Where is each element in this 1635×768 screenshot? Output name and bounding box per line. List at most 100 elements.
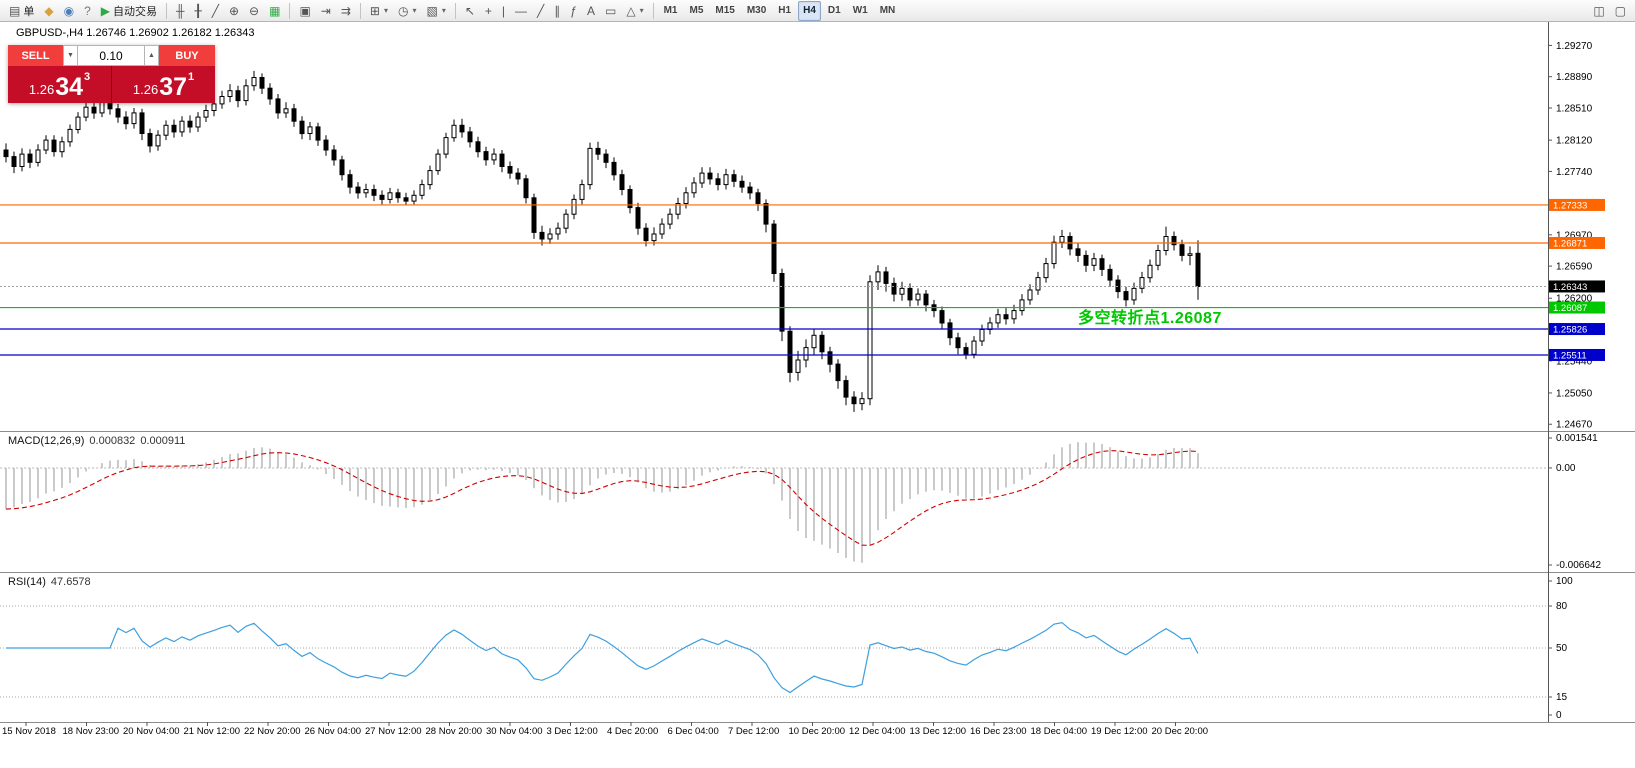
cursor-tool[interactable]: ↖ [461, 1, 479, 21]
candlestick-chart-button[interactable]: ╂ [191, 1, 206, 21]
chart-shift-icon: ⇥ [320, 3, 331, 18]
macd-histogram [5, 442, 1199, 563]
svg-text:3 Dec 12:00: 3 Dec 12:00 [547, 726, 598, 737]
timeframe-mn-button[interactable]: MN [879, 5, 896, 16]
timeframe-h1-button[interactable]: H1 [778, 5, 792, 16]
svg-text:18 Nov 23:00: 18 Nov 23:00 [63, 726, 120, 737]
dock-window-button[interactable]: ◫ [1589, 1, 1608, 21]
svg-text:1.26343: 1.26343 [1553, 282, 1587, 293]
horizontal-line-tool[interactable]: — [511, 1, 531, 21]
periods-button[interactable]: ◷ ▾ [394, 1, 421, 21]
indicators-icon: ▧ [426, 3, 438, 18]
trade-panel-prices: 1.26 34 3 1.26 37 1 [8, 66, 215, 103]
indicators-button[interactable]: ▧ ▾ [422, 1, 449, 21]
help-button[interactable]: ? [80, 1, 95, 21]
restore-window-button[interactable]: ▢ [1611, 1, 1630, 21]
volume-increase-button[interactable]: ▲ [144, 45, 159, 66]
svg-text:19 Dec 12:00: 19 Dec 12:00 [1091, 726, 1148, 737]
price-tag-1.27333: 1.27333 [1549, 198, 1605, 211]
caret-up-icon: ▲ [148, 52, 155, 59]
svg-text:1.25511: 1.25511 [1553, 350, 1587, 361]
zoom-out-button[interactable]: ⊖ [245, 1, 263, 21]
svg-text:0.00: 0.00 [1556, 463, 1576, 474]
timeframe-m15-button[interactable]: M15 [715, 5, 735, 16]
timeframe-w1-button[interactable]: W1 [852, 5, 868, 16]
svg-text:15: 15 [1556, 692, 1568, 703]
price-tag-1.25826: 1.25826 [1549, 323, 1605, 336]
chart-annotation[interactable]: 多空转折点1.26087 [1078, 310, 1222, 327]
navigator-button[interactable]: ◉ [60, 1, 78, 21]
vertical-line-tool[interactable]: | [498, 1, 509, 21]
tile-windows-icon: ▦ [269, 3, 281, 18]
svg-text:1.28120: 1.28120 [1556, 136, 1593, 147]
svg-text:1.26087: 1.26087 [1553, 303, 1587, 314]
rsi-axis[interactable]: 100 80 50 15 0 [1548, 576, 1573, 721]
dropdown-arrow-icon: ▾ [412, 6, 417, 15]
sell-button[interactable]: SELL [8, 45, 63, 66]
crosshair-tool[interactable]: + [481, 1, 496, 21]
rsi-line [6, 621, 1199, 694]
volume-decrease-button[interactable]: ▼ [63, 45, 78, 66]
price-chart[interactable]: 1.29270 1.28890 1.28510 1.28120 1.27740 1.273… [0, 22, 1635, 768]
rsi-label: RSI(14) 47.6578 [8, 576, 91, 588]
macd-axis[interactable]: 0.001541 0.00 -0.006642 [1548, 433, 1601, 571]
label-tool[interactable]: ▭ [601, 1, 620, 21]
trendline-tool[interactable]: ╱ [533, 1, 548, 21]
zoom-out-icon: ⊖ [249, 3, 260, 18]
svg-text:1.26590: 1.26590 [1556, 262, 1593, 273]
buy-price-figure: 1.26 [132, 81, 159, 97]
sell-price-display[interactable]: 1.26 34 3 [8, 66, 112, 103]
svg-text:1.28890: 1.28890 [1556, 72, 1593, 83]
shapes-tool[interactable]: △ ▾ [622, 1, 647, 21]
autotrading-button[interactable]: ▶ 自动交易 [97, 1, 161, 21]
toolbar-separator [454, 2, 456, 19]
fibonacci-tool[interactable]: ƒ [566, 1, 581, 21]
timeframe-m30-button[interactable]: M30 [746, 5, 767, 16]
buy-price-display[interactable]: 1.26 37 1 [112, 66, 215, 103]
timeframe-d1-button[interactable]: D1 [827, 5, 841, 16]
auto-scroll-button[interactable]: ⇉ [337, 1, 355, 21]
buy-price-pips: 37 [159, 72, 187, 101]
zoom-in-button[interactable]: ⊕ [225, 1, 243, 21]
svg-text:27 Nov 12:00: 27 Nov 12:00 [365, 726, 422, 737]
toolbar-right-icons: ◫ ▢ [1588, 0, 1631, 21]
svg-text:1.27740: 1.27740 [1556, 167, 1593, 178]
toolbar: ▤ 单 ◆ ◉? ▶ 自动交易 ╫ ╂ ╱ ⊕ ⊖ ▦ ▣ ⇥ ⇉ ⊞ ▾ ◷ ▾ ▧ ▾ ↖ + | — ╱ ∥ ƒ A ▭ △ ▾ M1 M5… [0, 0, 1635, 22]
new-chart-button[interactable]: ⊞ ▾ [366, 1, 392, 21]
channel-tool[interactable]: ∥ [550, 1, 564, 21]
chart-shift-button[interactable]: ⇥ [317, 1, 335, 21]
toolbar-groups: ▤ 单 ◆ ◉? ▶ 自动交易 ╫ ╂ ╱ ⊕ ⊖ ▦ ▣ ⇥ ⇉ ⊞ ▾ ◷ ▾ ▧ ▾ ↖ + | — ╱ ∥ ƒ A ▭ △ ▾ M1 M5… [4, 0, 901, 21]
svg-text:1.26871: 1.26871 [1553, 238, 1587, 249]
bar-chart-icon: ╫ [175, 3, 185, 18]
shapes-icon: △ [626, 3, 636, 18]
svg-text:-0.006642: -0.006642 [1556, 560, 1601, 571]
tile-windows-button[interactable]: ▦ [265, 1, 284, 21]
channel-icon: ∥ [554, 3, 561, 18]
line-chart-icon: ╱ [211, 3, 219, 18]
timeframe-m1-button[interactable]: M1 [663, 5, 678, 16]
buy-button[interactable]: BUY [159, 45, 215, 66]
rsi-name: RSI(14) [8, 576, 46, 588]
arrange-windows-button[interactable]: ▣ [295, 1, 314, 21]
text-tool[interactable]: A [583, 1, 599, 21]
timeframe-m5-button[interactable]: M5 [689, 5, 704, 16]
line-chart-button[interactable]: ╱ [208, 1, 223, 21]
market-watch-button[interactable]: ◆ [40, 1, 57, 21]
price-tag-1.26343: 1.26343 [1549, 280, 1605, 293]
crosshair-icon: + [484, 3, 492, 18]
fibonacci-icon: ƒ [570, 3, 577, 18]
macd-name: MACD(12,26,9) [8, 435, 85, 447]
svg-text:1.26970: 1.26970 [1556, 230, 1593, 241]
dropdown-arrow-icon: ▾ [383, 6, 388, 15]
new-order-button[interactable]: ▤ 单 [5, 1, 38, 21]
timeframe-h4-button[interactable]: H4 [798, 0, 821, 21]
time-axis[interactable]: 15 Nov 2018 18 Nov 23:00 20 Nov 04:00 21 No… [2, 722, 1208, 737]
svg-text:21 Nov 12:00: 21 Nov 12:00 [184, 726, 241, 737]
trade-panel-controls: SELL ▼ 0.10 ▲ BUY [8, 45, 215, 66]
price-axis[interactable]: 1.29270 1.28890 1.28510 1.28120 1.27740 1.273… [1548, 22, 1593, 722]
bar-chart-button[interactable]: ╫ [172, 1, 189, 21]
candlestick-series [3, 70, 1201, 412]
cursor-icon: ↖ [464, 3, 475, 18]
volume-input[interactable]: 0.10 [78, 45, 144, 66]
